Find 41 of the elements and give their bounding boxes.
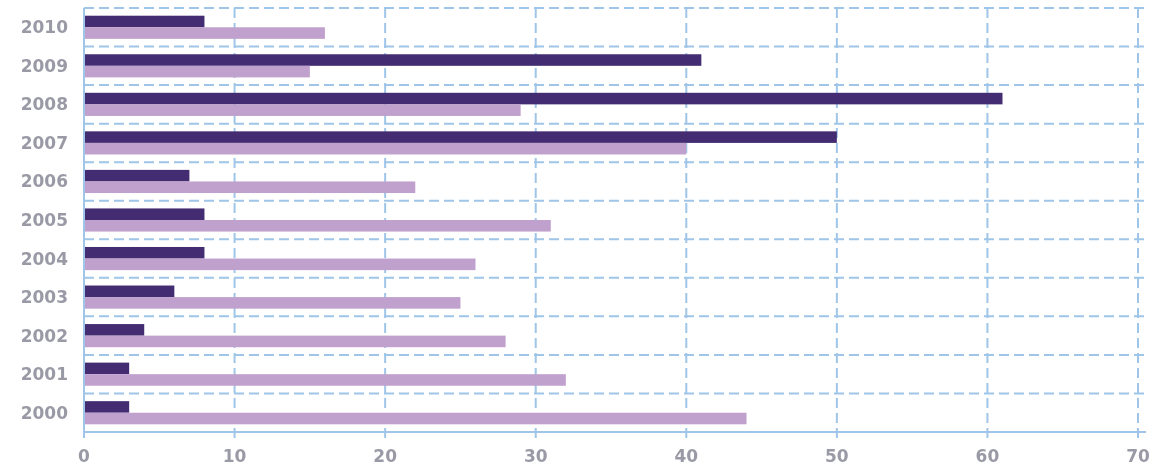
bar <box>84 401 130 413</box>
bar <box>84 335 506 348</box>
bar <box>84 131 837 143</box>
bar <box>84 104 521 116</box>
bar <box>84 142 687 155</box>
bar <box>84 208 205 220</box>
bar <box>84 285 175 298</box>
bar <box>84 15 205 28</box>
y-tick-label: 2003 <box>20 287 68 308</box>
x-tick-label: 30 <box>523 446 548 466</box>
x-tick-label: 40 <box>674 446 699 466</box>
bar <box>84 27 325 39</box>
x-tick-label: 10 <box>222 446 247 466</box>
x-tick-label: 60 <box>975 446 1000 466</box>
bar <box>84 258 476 271</box>
y-tick-label: 2000 <box>20 402 69 423</box>
bar <box>84 169 190 182</box>
bar <box>84 181 416 194</box>
bar <box>84 220 551 232</box>
x-tick-label: 20 <box>373 446 398 466</box>
bar <box>84 362 130 375</box>
bar <box>84 412 747 425</box>
y-tick-label: 2001 <box>20 364 68 385</box>
x-tick-label: 0 <box>78 446 91 466</box>
y-tick-label: 2006 <box>20 171 68 192</box>
bar <box>84 374 566 386</box>
x-tick-label: 70 <box>1126 446 1150 466</box>
y-tick-label: 2002 <box>20 325 68 346</box>
x-tick-label: 50 <box>825 446 849 466</box>
bar <box>84 297 461 309</box>
y-tick-label: 2008 <box>20 94 68 115</box>
y-tick-label: 2007 <box>20 132 68 153</box>
bar <box>84 92 1003 105</box>
bar <box>84 54 702 66</box>
y-tick-label: 2009 <box>20 55 68 76</box>
y-tick-label: 2010 <box>20 17 69 38</box>
bar <box>84 246 205 259</box>
bar <box>84 65 310 78</box>
bar <box>84 324 145 336</box>
y-tick-label: 2004 <box>20 248 69 269</box>
y-tick-label: 2005 <box>20 210 68 230</box>
